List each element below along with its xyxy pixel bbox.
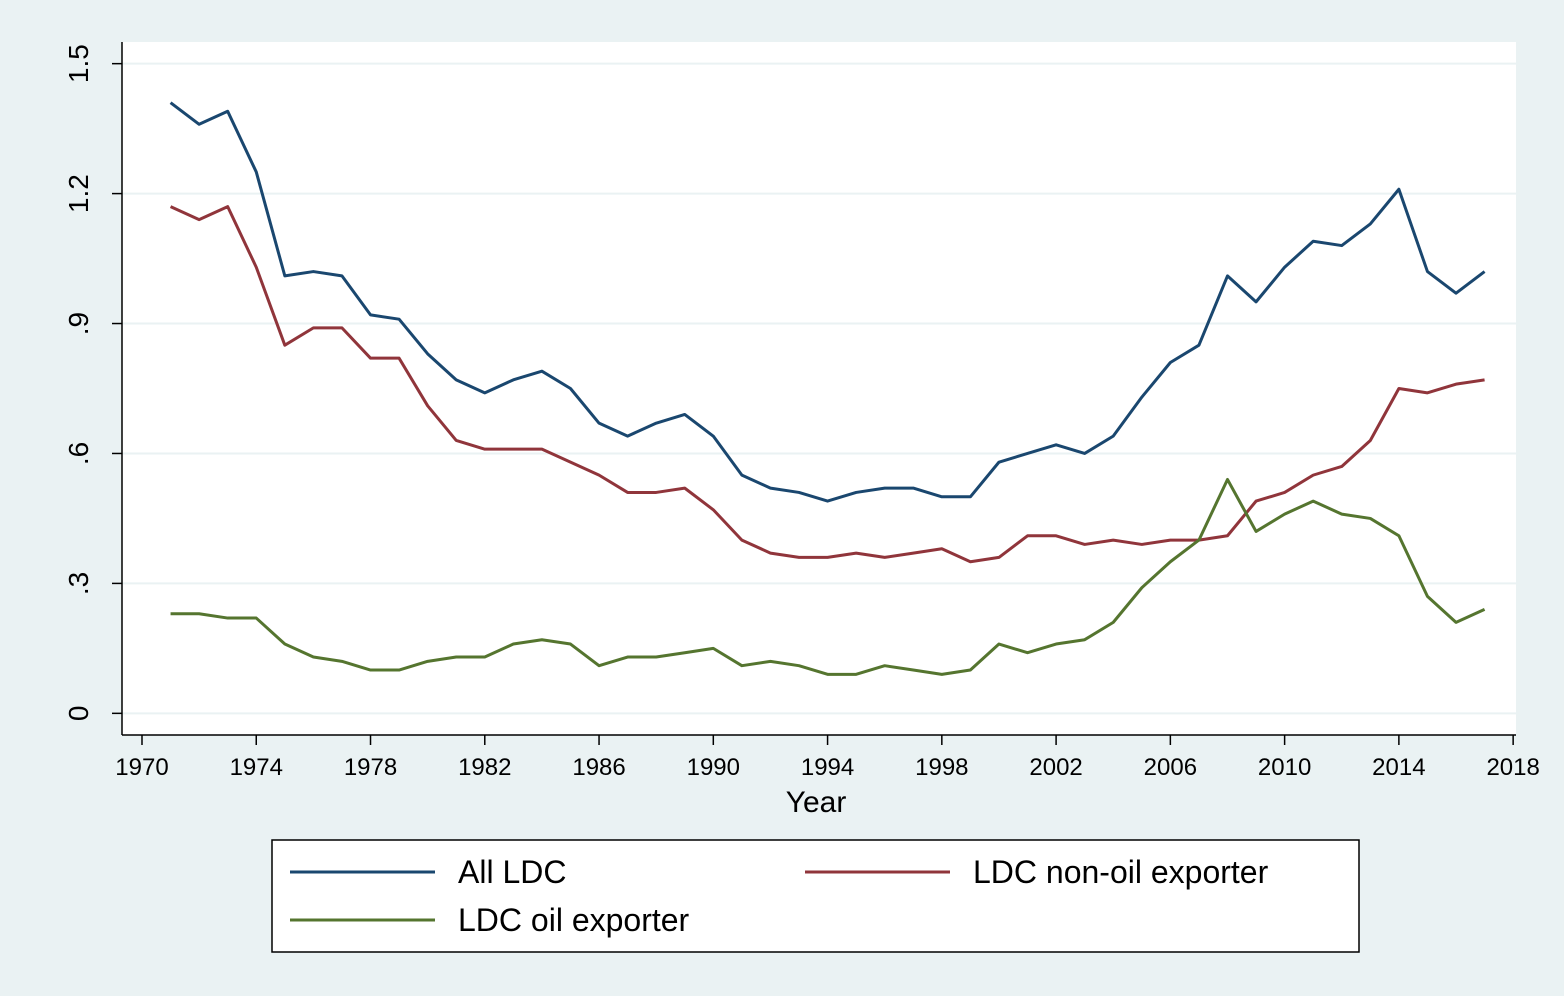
x-tick-label: 1990 [687,754,740,781]
legend-box [271,839,1360,953]
x-tick-label: 2002 [1029,754,1082,781]
y-tick-label: 1.5 [63,44,94,83]
legend-label: All LDC [458,854,566,890]
y-tick-label: 0 [63,706,94,722]
series-line [169,205,1485,564]
x-tick-label: 2006 [1144,754,1197,781]
x-tick-label: 1978 [344,754,397,781]
legend-label: LDC non-oil exporter [973,854,1269,890]
y-tick-label: .3 [63,572,94,595]
y-tick-label: 1.2 [63,174,94,213]
legend-label: LDC oil exporter [458,902,690,938]
y-tick-label: .6 [63,442,94,465]
x-axis-title: Year [786,786,847,819]
series-line [170,477,1486,676]
y-tick-label: .9 [63,312,94,335]
x-tick-label: 1974 [230,754,283,781]
x-tick-label: 1970 [115,754,168,781]
x-tick-label: 2010 [1258,754,1311,781]
x-tick-label: 1994 [801,754,854,781]
x-tick-label: 1982 [458,754,511,781]
x-tick-label: 1998 [915,754,968,781]
x-tick-label: 2018 [1486,754,1539,781]
plot-area [122,42,1516,735]
x-tick-label: 2014 [1372,754,1425,781]
series-line [169,101,1486,503]
x-tick-label: 1986 [572,754,625,781]
